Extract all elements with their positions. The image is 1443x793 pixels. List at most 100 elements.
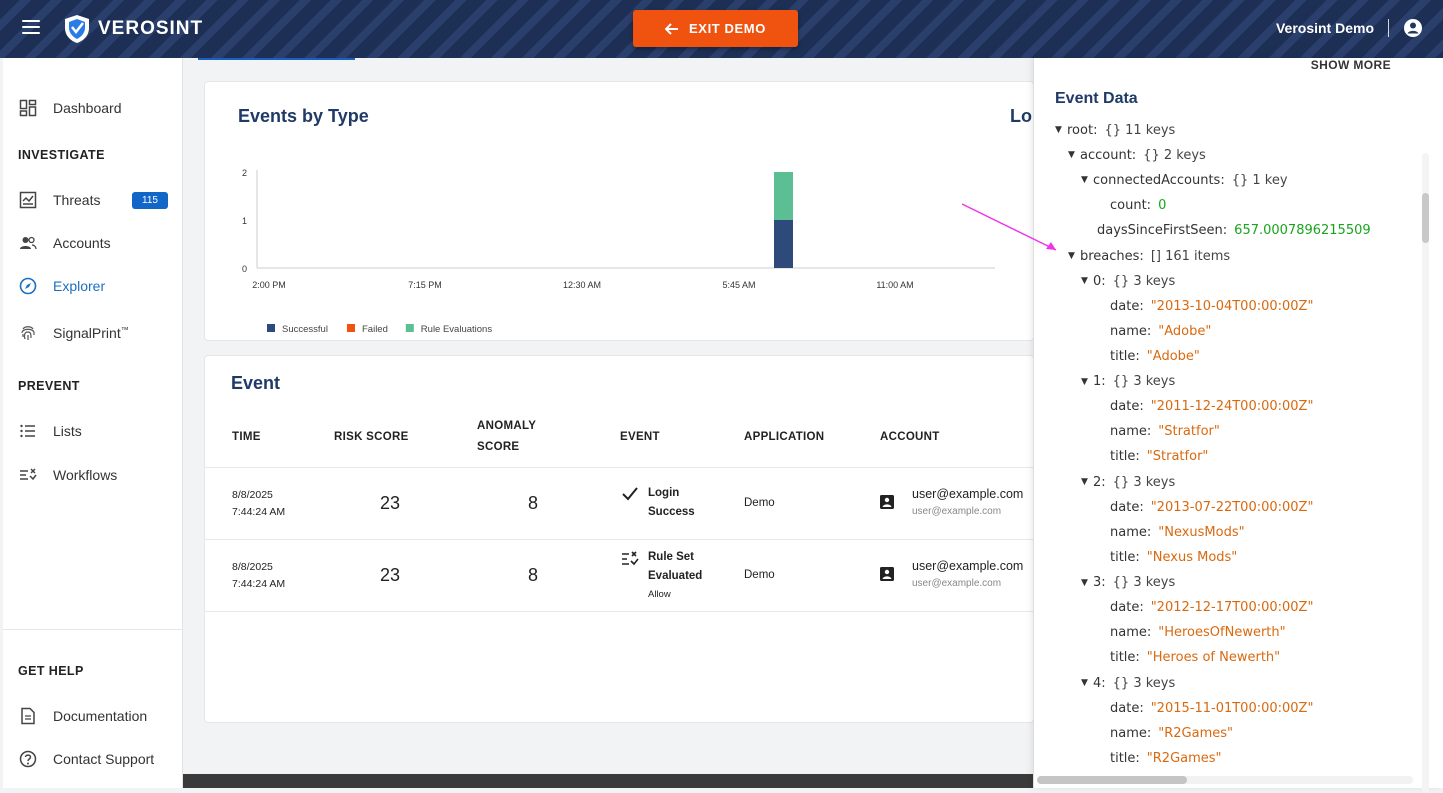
node-meta: {} 3 keys: [1112, 273, 1176, 289]
fingerprint-icon: [21, 326, 35, 340]
node-key: title:: [1110, 449, 1140, 464]
caret-down-icon[interactable]: ▼: [1068, 251, 1075, 261]
section-get-help: GET HELP: [18, 664, 84, 678]
tree-leaf-title: title: "Adobe": [1110, 346, 1200, 366]
node-key: 1:: [1093, 374, 1106, 389]
event-table-title: Event: [231, 373, 281, 393]
node-value: "2011-12-24T00:00:00Z": [1150, 399, 1314, 414]
show-more-button[interactable]: SHOW MORE: [1310, 58, 1391, 72]
node-meta: [] 161 items: [1150, 248, 1231, 264]
sidebar-item-label: Lists: [53, 423, 82, 439]
node-value: "2015-11-01T00:00:00Z": [1150, 700, 1314, 716]
event-name-line2: Success: [648, 506, 695, 518]
vertical-scrollbar[interactable]: [1422, 153, 1429, 793]
tree-leaf-title: title: "Stratfor": [1110, 447, 1208, 467]
tree-leaf-date: date: "2013-10-04T00:00:00Z": [1110, 296, 1313, 316]
tree-node-breach-item[interactable]: ▼ 2: {} 3 keys: [1081, 472, 1175, 492]
tree-node-breaches[interactable]: ▼ breaches: [] 161 items: [1068, 246, 1230, 266]
divider: [3, 629, 183, 630]
table-row[interactable]: 8/8/2025 7:44:24 AM 23 8 Login Success D…: [205, 468, 1035, 539]
threats-count-badge: 115: [132, 192, 168, 209]
tree-node-breach-item[interactable]: ▼ 4: {} 3 keys: [1081, 673, 1175, 693]
node-key: count:: [1110, 197, 1152, 213]
user-name[interactable]: Verosint Demo: [1275, 20, 1374, 36]
sidebar-item-dashboard[interactable]: Dashboard: [3, 90, 183, 126]
hamburger-menu-icon[interactable]: [22, 20, 40, 34]
sidebar-item-label: Documentation: [53, 708, 148, 724]
dashboard-icon: [19, 99, 37, 117]
caret-down-icon[interactable]: ▼: [1055, 125, 1062, 135]
col-anomaly-line1[interactable]: ANOMALY: [477, 420, 537, 432]
tree-node-root[interactable]: ▼ root: {} 11 keys: [1055, 120, 1175, 140]
caret-down-icon[interactable]: ▼: [1081, 577, 1088, 588]
node-key: breaches:: [1080, 248, 1144, 264]
y-tick-label: 0: [242, 264, 247, 274]
account-email[interactable]: user@example.com: [912, 559, 1024, 573]
tree-node-connected-accounts[interactable]: ▼ connectedAccounts: {} 1 key: [1081, 170, 1288, 190]
col-anomaly-line2[interactable]: SCORE: [477, 441, 520, 453]
sidebar-item-documentation[interactable]: Documentation: [3, 698, 183, 734]
col-event[interactable]: EVENT: [620, 431, 660, 443]
caret-down-icon[interactable]: ▼: [1081, 477, 1088, 487]
row-time: 7:44:24 AM: [232, 506, 286, 518]
sidebar-item-contact-support[interactable]: Contact Support: [3, 741, 183, 777]
tree-leaf-date: date: "2013-07-22T00:00:00Z": [1110, 497, 1313, 517]
tree-leaf-date: date: "2015-11-01T00:00:00Z": [1110, 698, 1313, 718]
event-result: Allow: [648, 589, 671, 600]
sidebar-item-explorer[interactable]: Explorer: [3, 268, 183, 304]
col-account[interactable]: ACCOUNT: [880, 431, 940, 443]
caret-down-icon[interactable]: ▼: [1081, 376, 1088, 387]
tree-leaf-date: date: "2012-12-17T00:00:00Z": [1110, 598, 1313, 618]
caret-down-icon[interactable]: ▼: [1081, 678, 1088, 688]
col-application[interactable]: APPLICATION: [744, 431, 825, 443]
node-value: "Adobe": [1146, 348, 1200, 364]
horizontal-scrollbar-thumb[interactable]: [1037, 776, 1187, 784]
sidebar-item-threats[interactable]: Threats 115: [3, 182, 183, 218]
caret-down-icon[interactable]: ▼: [1081, 276, 1088, 286]
sidebar-item-workflows[interactable]: Workflows: [3, 457, 183, 493]
exit-demo-button[interactable]: EXIT DEMO: [633, 10, 798, 47]
node-meta: {} 2 keys: [1143, 147, 1206, 163]
sidebar-item-signalprint[interactable]: SignalPrint™: [3, 315, 183, 351]
node-value: "NexusMods": [1158, 524, 1245, 540]
list-icon: [20, 424, 35, 438]
checkmark-icon: [622, 487, 638, 501]
risk-score: 23: [380, 565, 401, 585]
people-icon: [20, 236, 37, 250]
panel-title: Event Data: [1055, 90, 1138, 107]
tree-leaf-count: count: 0: [1110, 195, 1166, 215]
exit-demo-label: EXIT DEMO: [689, 21, 766, 36]
row-date: 8/8/2025: [232, 489, 273, 501]
vertical-scrollbar-thumb[interactable]: [1422, 193, 1429, 243]
account-box-icon: [880, 495, 894, 509]
logo[interactable]: VEROSINT: [64, 14, 203, 44]
legend-label: Rule Evaluations: [421, 324, 493, 335]
horizontal-scrollbar[interactable]: [1037, 776, 1413, 784]
tree-node-breach-item[interactable]: ▼ 1: {} 3 keys: [1081, 372, 1175, 392]
sidebar-item-label: Accounts: [53, 235, 111, 251]
node-key: title:: [1110, 549, 1140, 565]
caret-down-icon[interactable]: ▼: [1068, 150, 1075, 160]
event-data-panel: SHOW MORE Event Data ▼ root: {} 11 keys ▼ a…: [1033, 58, 1443, 793]
tree-node-breach-item[interactable]: ▼ 3: {} 3 keys: [1081, 573, 1175, 593]
col-risk-score[interactable]: RISK SCORE: [334, 431, 409, 443]
node-key: 4:: [1093, 675, 1106, 691]
help-circle-icon: [19, 750, 37, 768]
account-circle-icon[interactable]: [1403, 18, 1423, 38]
sidebar-item-lists[interactable]: Lists: [3, 413, 183, 449]
tree-node-account[interactable]: ▼ account: {} 2 keys: [1068, 145, 1206, 165]
caret-down-icon[interactable]: ▼: [1081, 175, 1088, 185]
application: Demo: [744, 569, 775, 581]
account-email[interactable]: user@example.com: [912, 487, 1024, 501]
table-row[interactable]: 8/8/2025 7:44:24 AM 23 8 Rule Set Evalua…: [205, 540, 1035, 611]
col-time[interactable]: TIME: [232, 431, 261, 443]
tree-node-breach-item[interactable]: ▼ 0: {} 3 keys: [1081, 271, 1175, 291]
node-value: "Adobe": [1158, 323, 1212, 339]
sidebar-item-label: Threats: [53, 192, 101, 208]
tree-leaf-date: date: "2011-12-24T00:00:00Z": [1110, 397, 1313, 417]
brand-name: VEROSINT: [98, 18, 204, 39]
chart-title: Events by Type: [238, 106, 369, 126]
node-key: account:: [1080, 147, 1137, 163]
sidebar-item-accounts[interactable]: Accounts: [3, 225, 183, 261]
node-value: "HeroesOfNewerth": [1158, 625, 1286, 640]
